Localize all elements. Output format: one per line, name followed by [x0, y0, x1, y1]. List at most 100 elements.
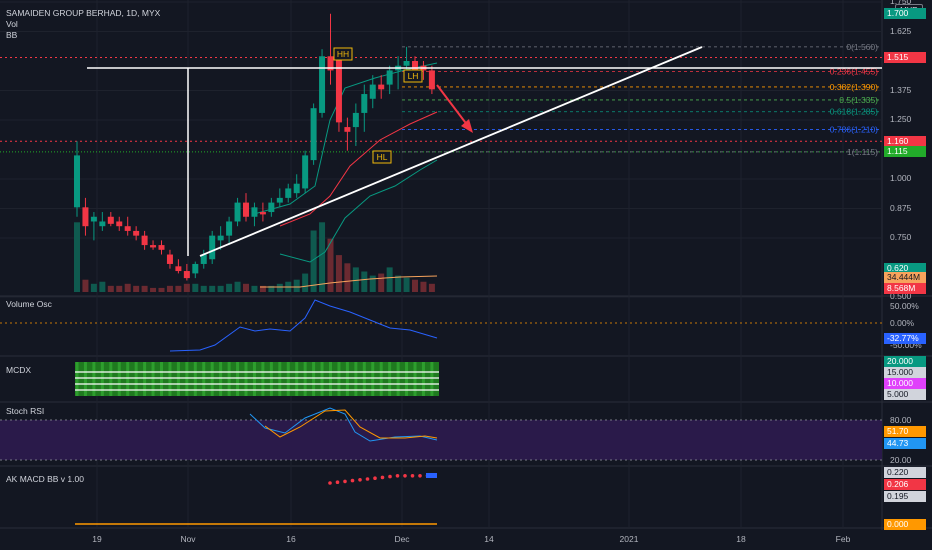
vol-osc-tick: -50.00%	[890, 340, 922, 350]
volume-bar	[420, 281, 427, 292]
lh-label-box	[403, 69, 423, 83]
volume-bar	[234, 281, 241, 292]
volume-bar	[183, 283, 190, 292]
candle-body	[369, 84, 376, 99]
time-axis-tick: Feb	[835, 534, 851, 544]
candle-body	[293, 183, 300, 194]
volume-bar	[386, 267, 393, 292]
volume-bar	[428, 283, 435, 292]
candle-body	[209, 235, 216, 260]
macd-dot	[380, 475, 385, 480]
fib-label: 0.5(1.335)	[839, 95, 878, 105]
candle-body	[90, 216, 97, 222]
ascending-trend-line	[199, 46, 703, 257]
macd-tag: 0.195	[884, 490, 926, 502]
macd-dot	[403, 474, 407, 478]
candle-body	[335, 56, 342, 123]
stoch-d-line	[264, 409, 438, 439]
candle-body	[268, 202, 275, 213]
volume-bar	[192, 283, 199, 292]
candle-body	[141, 235, 148, 246]
macd-dot	[365, 477, 370, 481]
price-axis-tick: 0.750	[890, 232, 912, 242]
candle-body	[124, 226, 131, 231]
candle-body	[116, 221, 123, 227]
hh-label: HH	[337, 49, 349, 59]
ak-macd-label: AK MACD BB v 1.00	[6, 474, 84, 484]
volume-bar	[133, 285, 140, 292]
price-tag: 1.700	[884, 8, 926, 20]
volume-bar	[412, 279, 418, 292]
red-arrow-shaft	[436, 84, 469, 127]
macd-dot	[388, 474, 392, 479]
candle-body	[302, 155, 309, 189]
stoch-k-line	[249, 407, 438, 442]
fib-label: 0.236(1.455)	[830, 67, 878, 77]
candle-body	[217, 235, 224, 241]
candle-body	[183, 271, 190, 279]
candle-body	[361, 94, 368, 113]
stoch-rsi-label: Stoch RSI	[6, 406, 45, 416]
candle-body	[133, 230, 140, 236]
volume-bar	[74, 222, 80, 292]
symbol-title: SAMAIDEN GROUP BERHAD, 1D, MYX	[6, 8, 161, 18]
volume-ma-line	[260, 275, 438, 288]
volume-bar	[209, 285, 216, 292]
candle-body	[352, 112, 359, 128]
volume-bar	[166, 285, 173, 292]
price-tag: 8.568M	[884, 282, 926, 294]
volume-bar	[158, 287, 165, 292]
volume-bar	[175, 285, 182, 292]
macd-dot	[373, 476, 377, 481]
volume-bar	[200, 285, 207, 292]
candle-body	[344, 127, 351, 132]
candle-body	[200, 254, 207, 264]
fib-label: 0(1.560)	[846, 42, 878, 52]
candle-body	[251, 207, 258, 217]
time-axis-tick: 18	[736, 534, 746, 544]
mcdx-green-block	[75, 362, 439, 396]
price-axis-tick: 1.750	[890, 0, 912, 6]
price-tag: 1.515	[884, 51, 926, 63]
price-tag: 1.160	[884, 135, 926, 147]
hl-label: HL	[377, 152, 388, 162]
vol-osc-line	[169, 299, 438, 352]
price-axis-tick: 0.875	[890, 202, 912, 213]
stoch-tick: 80.00	[890, 415, 912, 425]
volume-bar	[226, 283, 233, 292]
candle-body	[234, 202, 241, 222]
mcdx-tag: 15.000	[884, 366, 926, 378]
price-tag: 1.115	[884, 146, 926, 158]
volume-bar	[276, 283, 283, 292]
price-axis-tick: 1.375	[890, 84, 912, 95]
stoch-tag: 44.73	[884, 437, 926, 449]
candle-body	[243, 202, 249, 217]
bb-lower-line	[279, 159, 438, 263]
candle-body	[276, 197, 283, 203]
candle-body	[107, 216, 114, 224]
volume-bar	[90, 283, 97, 292]
candle-body	[428, 70, 435, 90]
candle-body	[285, 188, 292, 198]
mcdx-tag: 20.000	[884, 355, 926, 367]
price-tag: 0.620	[884, 263, 926, 275]
volume-bar	[302, 273, 309, 292]
volume-bar	[107, 285, 114, 292]
candle-body	[192, 263, 199, 274]
candle-body	[158, 245, 165, 250]
volume-bar	[124, 283, 131, 292]
candle-body	[378, 84, 385, 90]
time-axis-tick: 19	[92, 534, 102, 544]
macd-dot	[358, 478, 362, 482]
macd-tag: 0.000	[884, 518, 926, 530]
mcdx-tag: 5.000	[884, 388, 926, 400]
volume-bar	[361, 271, 368, 292]
bb-basis-line	[279, 111, 438, 227]
candle-body	[259, 212, 266, 215]
volume-osc-label: Volume Osc	[6, 299, 52, 309]
volume-bar	[243, 283, 249, 292]
macd-blue-mark	[426, 473, 437, 478]
candle-body	[166, 254, 173, 264]
candle-body	[99, 221, 106, 227]
